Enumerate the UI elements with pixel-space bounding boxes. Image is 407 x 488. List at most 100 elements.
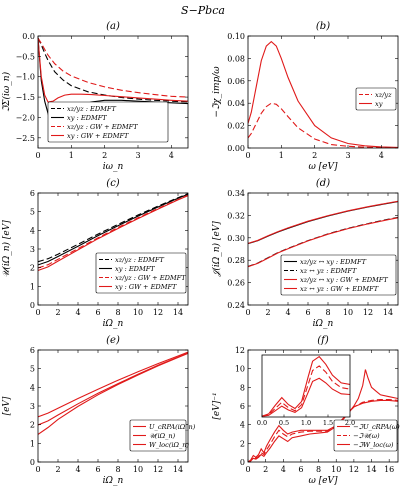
x-tick-label: 6 bbox=[305, 308, 310, 317]
x-tick-label: 4 bbox=[75, 308, 80, 317]
x-tick-label: 2 bbox=[312, 151, 317, 160]
legend-entry: W_loc(iΩ_n) bbox=[149, 441, 190, 449]
y-tick-label: 0 bbox=[240, 458, 245, 467]
y-axis-label: −ℑχ_imp/ω bbox=[212, 66, 222, 118]
y-tick-label: 8 bbox=[240, 383, 245, 392]
y-axis-label: [eV]⁻¹ bbox=[212, 392, 222, 419]
series-group bbox=[248, 40, 398, 148]
series-line-2 bbox=[248, 398, 398, 462]
y-tick-label: 2 bbox=[240, 439, 245, 448]
y-tick-label: 6 bbox=[30, 346, 35, 355]
legend-entry: xy : GW + EDMFT bbox=[67, 132, 129, 140]
y-tick-label: 5 bbox=[30, 208, 35, 217]
x-tick-label: 4 bbox=[379, 151, 384, 160]
x-axis-label: ω [eV] bbox=[308, 162, 338, 172]
legend-entry: xy bbox=[375, 100, 383, 108]
x-tick-label: 0 bbox=[245, 465, 250, 474]
x-tick-label: 1 bbox=[279, 151, 284, 160]
y-tick-label: 0.26 bbox=[227, 279, 245, 288]
y-tick-label: 2 bbox=[30, 421, 35, 430]
x-tick-label: 2 bbox=[263, 465, 268, 474]
x-axis-label: iΩ_n bbox=[103, 476, 124, 486]
panel-label: (e) bbox=[106, 335, 120, 346]
inset-plot: 0.0 0.5 1.0 1.5 2.0 bbox=[257, 354, 355, 427]
legend: −ℑU_cRPA(ω)−ℑ𝒰(ω)−ℑW_loc(ω) bbox=[333, 419, 400, 452]
panel-label: (f) bbox=[317, 335, 329, 346]
legend-entry: xz/yz : EDMFT bbox=[67, 105, 116, 113]
x-tick-label: 14 bbox=[383, 308, 393, 317]
series-group bbox=[248, 200, 398, 268]
legend-box bbox=[95, 252, 187, 294]
series-line-1 bbox=[248, 369, 398, 462]
x-tick-label: 12 bbox=[349, 465, 359, 474]
series-line-1 bbox=[38, 351, 188, 418]
y-tick-label: 0.24 bbox=[227, 301, 245, 310]
y-tick-label: 4 bbox=[30, 383, 35, 392]
legend: U_cRPA(iΩ_n)𝒰(iΩ_n)W_loc(iΩ_n) bbox=[129, 419, 196, 452]
panel-b: 0 1 2 3 4 0.00 0.02 0.04 0.06 0.08 0.10 (b) ω [eV] −ℑ… bbox=[212, 21, 399, 172]
legend-entry: xz/yz ↔ xy : GW + EDMFT bbox=[300, 276, 388, 284]
legend-box bbox=[333, 419, 398, 452]
legend-box bbox=[129, 419, 187, 452]
legend-entry: xz ↔ yz : GW + EDMFT bbox=[300, 285, 379, 293]
inset-x-tick-label: 1.0 bbox=[301, 419, 311, 427]
y-tick-label: 0.34 bbox=[227, 189, 245, 198]
legend-entry: −ℑU_cRPA(ω) bbox=[353, 423, 400, 431]
y-tick-label: −0.5 bbox=[16, 52, 35, 61]
x-tick-label: 10 bbox=[133, 308, 143, 317]
x-tick-label: 0 bbox=[35, 151, 40, 160]
y-tick-label: 0.0 bbox=[22, 32, 35, 41]
x-axis-label: iΩ_n bbox=[103, 319, 124, 329]
panel-label: (b) bbox=[316, 21, 330, 32]
x-tick-label: 14 bbox=[173, 308, 183, 317]
y-tick-label: 0.02 bbox=[227, 122, 245, 131]
y-tick-label: 6 bbox=[30, 189, 35, 198]
series-line-4 bbox=[38, 195, 188, 272]
y-tick-label: 4 bbox=[30, 226, 35, 235]
x-tick-label: 0 bbox=[245, 308, 250, 317]
legend-entry: xz/yz : EDMFT bbox=[115, 256, 164, 264]
panel-a: 0 1 2 3 4 0.0 −0.5 −1.0 −1.5 −2.0 −2.5 (a) iω_n ℑΣ(iω… bbox=[1, 21, 189, 172]
legend-entry: xy : EDMFT bbox=[67, 114, 107, 122]
x-tick-label: 10 bbox=[331, 465, 341, 474]
x-tick-label: 2 bbox=[102, 151, 107, 160]
x-tick-label: 8 bbox=[115, 465, 120, 474]
y-tick-label: 4 bbox=[240, 421, 245, 430]
panel-d: 0 2 4 6 8 10 12 14 0.24 0.26 0.28 0.30 0.32 0.34 (d) iΩ… bbox=[211, 178, 399, 329]
figure-title: S−Pbca bbox=[181, 4, 225, 17]
x-tick-label: 6 bbox=[95, 465, 100, 474]
inset-series-line-2 bbox=[262, 365, 350, 417]
series-line-1 bbox=[248, 102, 398, 148]
x-tick-label: 4 bbox=[285, 308, 290, 317]
y-tick-label: 12 bbox=[235, 346, 245, 355]
x-tick-label: 14 bbox=[366, 465, 376, 474]
legend-box bbox=[280, 254, 397, 296]
y-tick-label: 0.28 bbox=[227, 256, 245, 265]
panel-e: 0 2 4 6 8 10 12 140123456(e)iΩ_n[eV]U_cRPA(iΩ_n… bbox=[2, 335, 196, 486]
series-line-3 bbox=[248, 399, 398, 462]
y-tick-label: 0.06 bbox=[227, 77, 245, 86]
legend-entry: xz/yz ↔ xy : EDMFT bbox=[300, 258, 367, 266]
inset-x-tick-label: 1.5 bbox=[323, 419, 333, 427]
legend-entry: xz/yz bbox=[375, 91, 392, 99]
x-tick-label: 3 bbox=[135, 151, 140, 160]
series-line-3 bbox=[38, 352, 188, 435]
x-tick-label: 2 bbox=[55, 465, 60, 474]
inset-x-tick-label: 0.5 bbox=[279, 419, 289, 427]
inset-x-tick-label: 2.0 bbox=[345, 419, 355, 427]
x-axis-label: iω_n bbox=[103, 162, 124, 172]
x-tick-label: 4 bbox=[75, 465, 80, 474]
y-tick-label: 3 bbox=[30, 245, 35, 254]
series-line-4 bbox=[38, 37, 188, 103]
y-tick-label: 6 bbox=[240, 402, 245, 411]
x-tick-label: 1 bbox=[69, 151, 74, 160]
series-line-3 bbox=[248, 200, 398, 244]
series-line-4 bbox=[248, 217, 398, 268]
x-tick-label: 6 bbox=[95, 308, 100, 317]
legend-box bbox=[355, 87, 397, 111]
y-tick-label: −1.5 bbox=[16, 93, 35, 102]
x-tick-label: 16 bbox=[384, 465, 394, 474]
